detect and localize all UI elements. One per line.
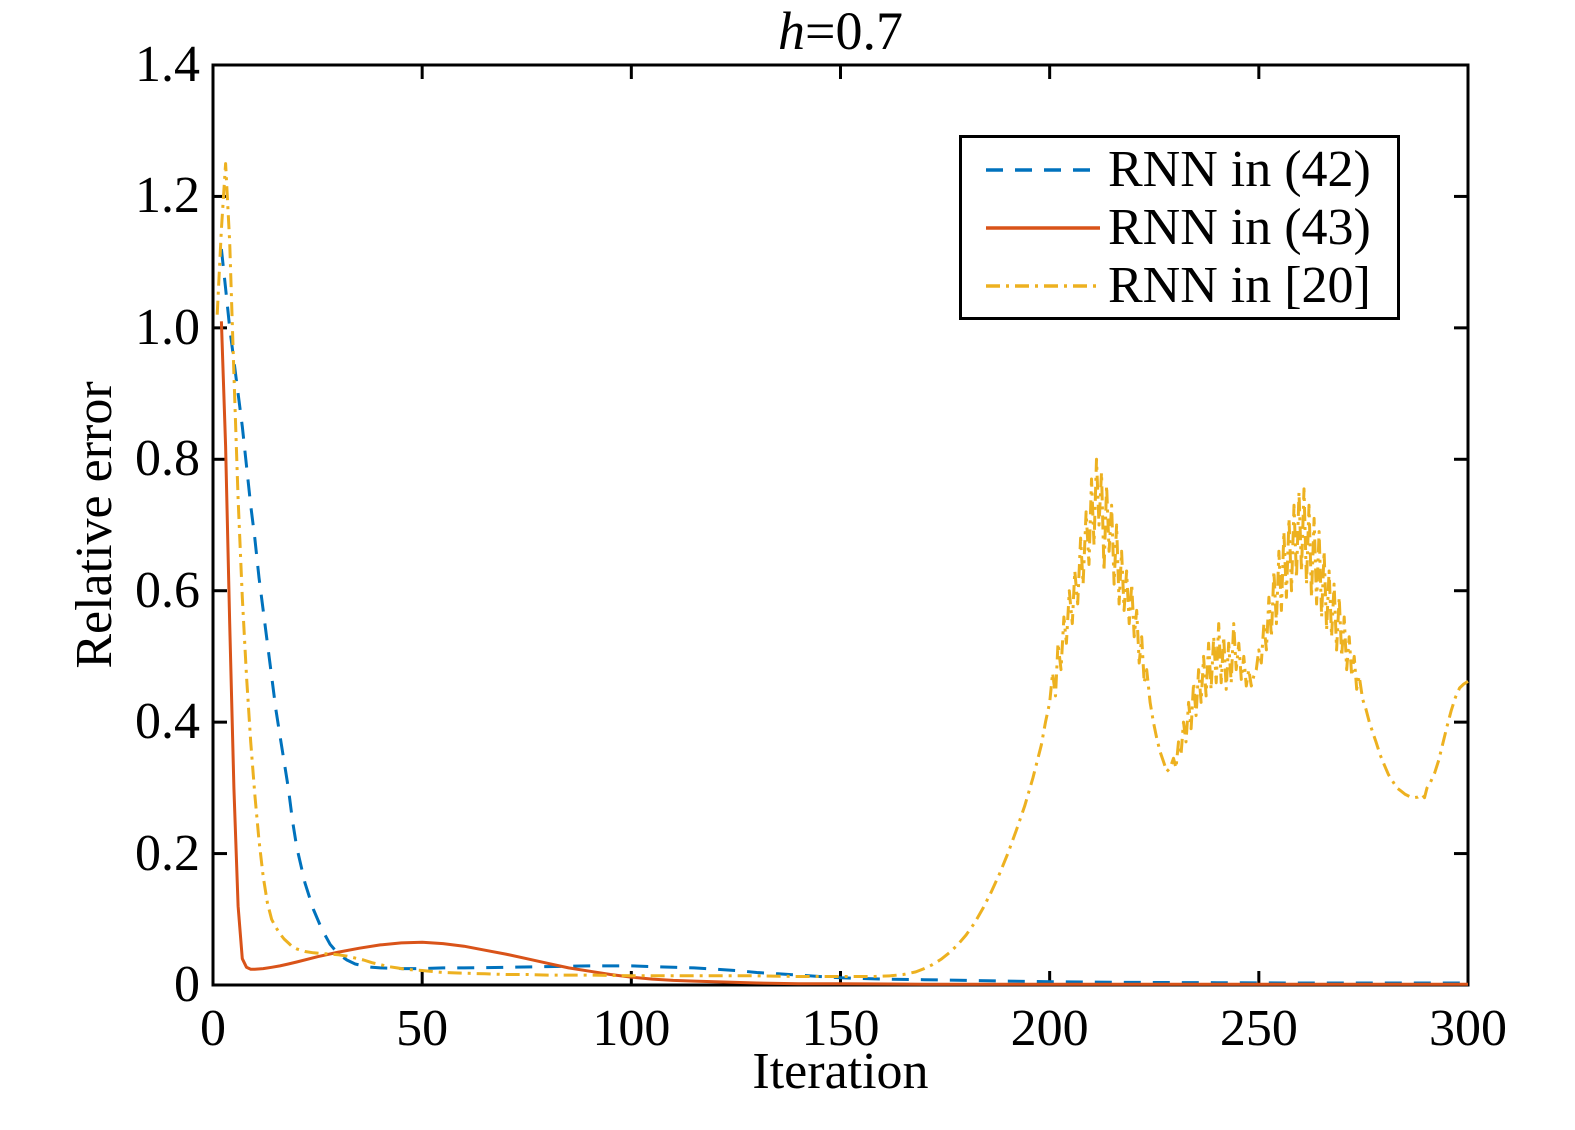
series-line-2 (219, 321, 1468, 986)
x-tick-label: 200 (1010, 1000, 1089, 1057)
legend-line-sample-dashdot (986, 283, 1100, 288)
series-line-3 (215, 162, 1469, 978)
y-axis-label: Relative error (66, 381, 123, 669)
title-variable: h (778, 1, 806, 61)
y-tick-label: 0 (174, 956, 200, 1013)
legend-label: RNN in (42) (1108, 140, 1371, 198)
x-tick-label: 300 (1429, 1000, 1507, 1057)
legend-line-sample-dashed (986, 167, 1100, 172)
chart-title: h=0.7 (213, 2, 1468, 60)
legend-item-rnn-43: RNN in (43) (984, 199, 1397, 257)
x-tick-label: 0 (200, 1000, 226, 1057)
y-tick-label: 0.6 (135, 561, 200, 619)
y-tick-label: 1.0 (135, 298, 200, 356)
x-tick-label: 150 (801, 1000, 880, 1057)
title-value: =0.7 (805, 1, 903, 61)
x-axis-label: Iteration (752, 1043, 929, 1100)
series-line-1 (219, 248, 1468, 985)
y-tick-label: 0.2 (135, 824, 200, 882)
y-tick-label: 0.8 (135, 430, 200, 488)
legend-label: RNN in [20] (1108, 256, 1371, 314)
legend-item-rnn-20: RNN in [20] (984, 257, 1397, 315)
y-tick-label: 1.2 (135, 167, 200, 225)
x-tick-label: 250 (1219, 1000, 1298, 1057)
y-tick-label: 1.4 (135, 36, 200, 93)
legend-item-rnn-42: RNN in (42) (984, 141, 1397, 199)
x-tick-label: 50 (396, 1000, 449, 1057)
legend: RNN in (42) RNN in (43) RNN in [20] (959, 135, 1400, 320)
x-tick-label: 100 (592, 1000, 671, 1057)
legend-label: RNN in (43) (1108, 198, 1371, 256)
legend-line-sample-solid (986, 225, 1100, 230)
y-tick-label: 0.4 (135, 693, 200, 751)
